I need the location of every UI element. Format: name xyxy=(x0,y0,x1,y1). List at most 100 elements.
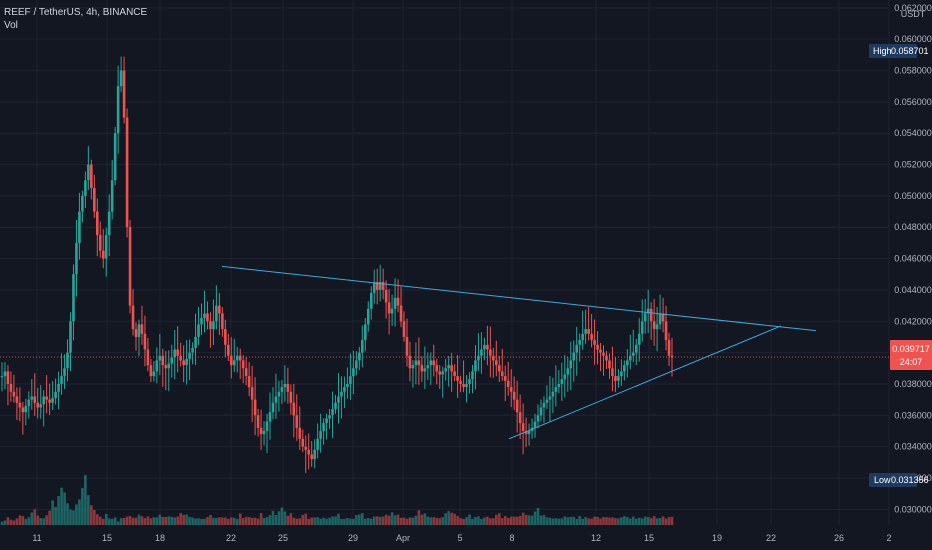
volume-bar xyxy=(298,518,302,525)
volume-bar xyxy=(167,516,171,525)
volume-bar xyxy=(358,514,361,525)
candle-body xyxy=(24,405,28,413)
volume-bar xyxy=(84,474,87,525)
candle-body xyxy=(658,313,662,325)
candle-body xyxy=(572,352,576,361)
candle-body xyxy=(310,454,313,460)
volume-bar xyxy=(18,515,22,525)
volume-bar xyxy=(363,518,367,525)
candle-body xyxy=(33,396,37,403)
candle-body xyxy=(447,365,450,369)
volume-bar xyxy=(426,516,430,525)
trendlines[interactable] xyxy=(221,265,817,440)
volume-bar xyxy=(39,517,43,525)
volume-bar xyxy=(596,516,599,525)
volume-bar xyxy=(161,517,165,525)
candle-body xyxy=(48,399,51,403)
volume-bar xyxy=(545,517,549,525)
price-axis[interactable]: 0.062000 0.060000 0.058000 0.056000 0.054000… xyxy=(894,3,932,514)
volume-bar xyxy=(492,518,495,525)
high-marker: High 0.058701 xyxy=(869,44,929,58)
candle-body xyxy=(110,180,114,212)
volume-bar xyxy=(143,518,147,525)
candle-body xyxy=(45,396,48,400)
candle-body xyxy=(646,308,650,314)
volume-bar xyxy=(188,516,191,525)
candle-body xyxy=(60,376,63,384)
volume-bar xyxy=(316,517,319,525)
volume-bar xyxy=(664,518,668,525)
volume-bar xyxy=(155,517,159,525)
candle-body xyxy=(369,293,373,309)
candle-body xyxy=(512,391,516,400)
volume-bar xyxy=(548,517,552,525)
candle-body xyxy=(238,355,242,361)
candle-body xyxy=(575,344,579,353)
volume-bar xyxy=(435,517,439,525)
candle-body xyxy=(328,415,331,419)
candle-body xyxy=(39,404,43,408)
volume-bar xyxy=(340,518,343,525)
candle-body xyxy=(649,308,653,322)
volume-bar xyxy=(441,517,445,525)
candle-body xyxy=(509,387,513,392)
volume-bar xyxy=(399,517,403,525)
volume-bar xyxy=(319,518,322,525)
candle-body xyxy=(611,368,614,377)
volume-bar xyxy=(438,518,442,525)
volume-bar xyxy=(209,515,212,525)
candle-body xyxy=(483,344,486,350)
volume-bar xyxy=(227,518,230,525)
candle-body xyxy=(402,321,406,337)
volume-bar xyxy=(575,518,579,525)
candle-body xyxy=(655,324,659,330)
candle-body xyxy=(450,365,453,372)
volume-bar xyxy=(447,511,450,525)
volume-bar xyxy=(104,513,108,525)
volume-bar xyxy=(194,518,197,525)
symbol-title[interactable]: REEF / TetherUS, 4h, BINANCE xyxy=(4,7,148,18)
candle-body xyxy=(104,235,108,259)
volume-bar xyxy=(72,510,75,525)
volume-bar xyxy=(182,514,185,525)
candle-body xyxy=(605,355,608,361)
candle-body xyxy=(426,365,430,369)
volume-bar xyxy=(521,512,525,525)
candle-body xyxy=(113,133,117,181)
volume-label[interactable]: Vol xyxy=(4,20,18,31)
price-tick-label: 0.034000 xyxy=(894,442,932,452)
candle-body xyxy=(75,242,78,275)
volume-bar xyxy=(578,516,581,525)
candle-body xyxy=(122,70,126,118)
candle-body xyxy=(471,371,474,380)
candle-body xyxy=(432,360,436,366)
candle-body xyxy=(634,344,638,353)
candle-body xyxy=(265,421,269,431)
candle-body xyxy=(417,360,421,366)
volume-bar xyxy=(384,514,388,525)
volume-bar xyxy=(212,517,215,525)
candle-body xyxy=(95,211,99,236)
candle-body xyxy=(21,407,25,413)
candle-body xyxy=(405,336,409,356)
volume-bar xyxy=(387,515,391,525)
candle-body xyxy=(134,329,138,337)
volume-bar xyxy=(611,517,614,525)
candle-body xyxy=(262,430,266,435)
candle-body xyxy=(229,355,233,366)
candle-body xyxy=(515,399,519,413)
volume-bar xyxy=(9,519,13,525)
candle-body xyxy=(268,412,272,422)
volume-bar xyxy=(271,510,275,525)
candle-body xyxy=(206,313,209,322)
volume-bar xyxy=(107,518,111,525)
candle-body xyxy=(215,305,218,322)
candle-body xyxy=(477,355,480,361)
time-axis[interactable]: 11 15 18 22 25 29 Apr 5 8 12 15 19 22 26 2 xyxy=(32,533,891,543)
volume-bar xyxy=(503,516,507,525)
candle-body xyxy=(164,365,168,369)
volume-bar xyxy=(250,517,254,525)
volume-bar xyxy=(63,492,66,525)
volume-bar xyxy=(602,516,605,525)
